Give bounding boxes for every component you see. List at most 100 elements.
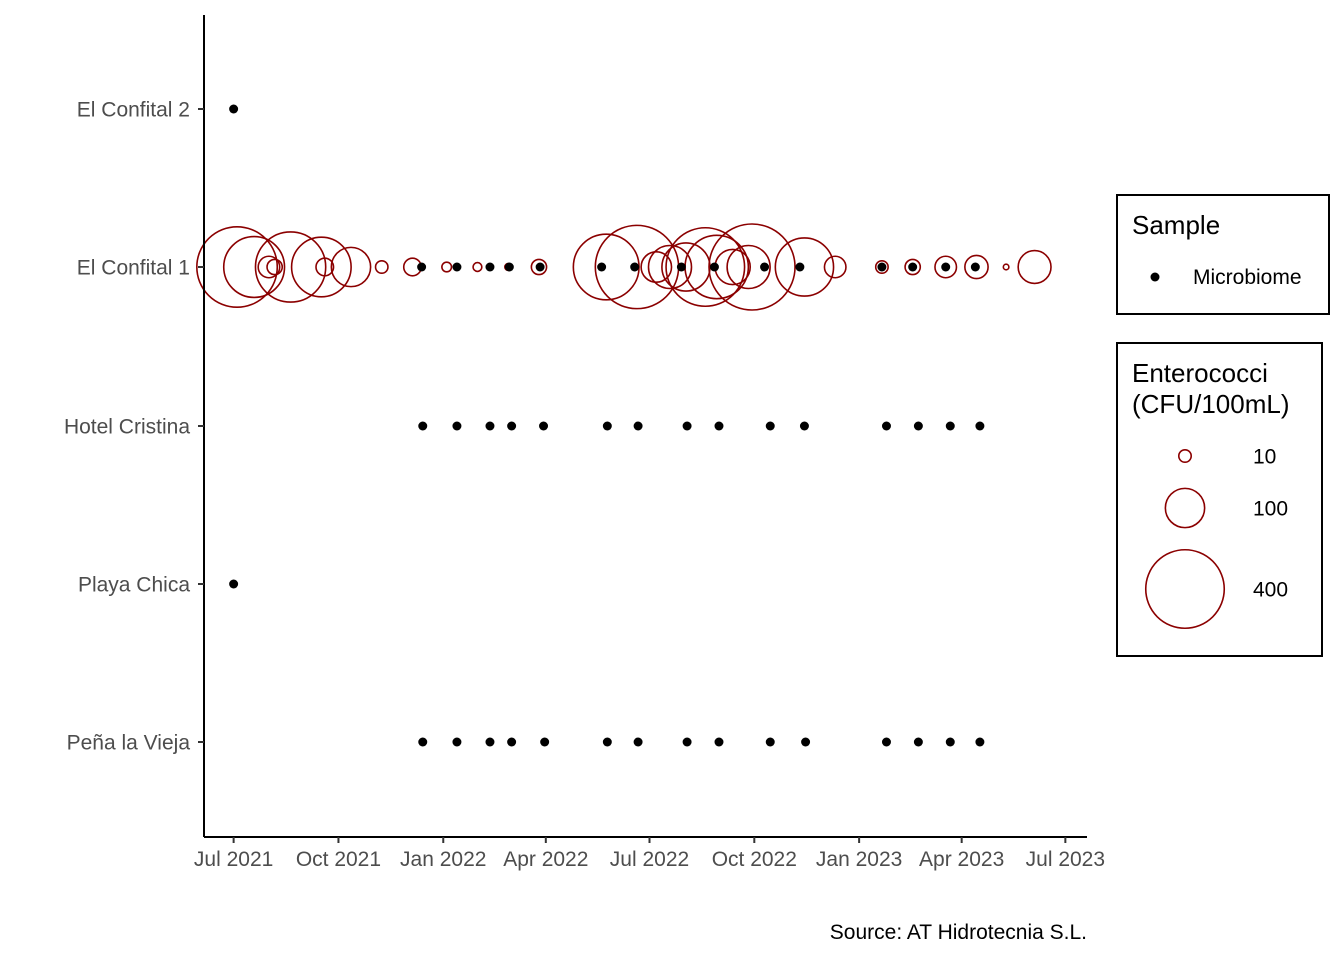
microbiome-point: [633, 737, 643, 747]
microbiome-point: [877, 262, 887, 272]
enterococci-point: [823, 255, 847, 279]
y-ticks: El Confital 2 El Confital 1 Hotel Cristina…: [64, 99, 204, 755]
microbiome-point: [452, 262, 462, 272]
microbiome-point: [485, 421, 495, 431]
enterococci-point: [472, 261, 483, 273]
legend-size-circle: [1164, 487, 1206, 529]
microbiome-point: [975, 421, 985, 431]
enterococci-point: [874, 259, 889, 275]
microbiome-point: [714, 737, 724, 747]
microbiome-point: [908, 262, 918, 272]
microbiome-point: [709, 262, 719, 272]
legend-sample: Sample Microbiome: [1116, 194, 1330, 315]
enterococci-point: [257, 255, 281, 279]
microbiome-point: [539, 421, 549, 431]
legend-sample-box: [1116, 194, 1330, 315]
microbiome-point: [970, 262, 980, 272]
enterococci-point: [726, 244, 771, 290]
microbiome-point: [913, 737, 923, 747]
microbiome-point: [801, 737, 811, 747]
x-tick-label: Apr 2023: [919, 848, 1004, 871]
legend-enterococci-title-line1: Enterococci: [1132, 358, 1268, 388]
enterococci-point: [196, 225, 279, 309]
x-tick-label: Jul 2021: [194, 848, 273, 871]
enterococci-point: [934, 255, 958, 279]
microbiome-point: [535, 262, 545, 272]
microbiome-point: [765, 421, 775, 431]
microbiome-point: [485, 262, 495, 272]
y-tick-label: Hotel Cristina: [64, 416, 190, 439]
microbiome-point: [452, 737, 462, 747]
legend-size-label: 100: [1253, 498, 1288, 521]
legend-sample-title: Sample: [1132, 210, 1220, 240]
enterococci-point: [1017, 249, 1052, 285]
enterococci-point: [290, 236, 352, 298]
legend-size-circle: [1144, 548, 1226, 630]
x-tick-label: Jul 2023: [1026, 848, 1105, 871]
enterococci-point: [530, 258, 548, 276]
legend-size-label: 10: [1253, 446, 1276, 469]
legend-microbiome-marker: [1150, 272, 1160, 282]
enterococci-point: [330, 246, 372, 288]
enterococci-point: [222, 235, 286, 299]
enterococci-point: [774, 237, 835, 297]
microbiome-point: [602, 421, 612, 431]
microbiome-point: [507, 737, 517, 747]
y-tick-label: Peña la Vieja: [67, 732, 191, 755]
enterococci-point: [315, 257, 335, 277]
legend-size-circle: [1177, 448, 1193, 464]
microbiome-point: [633, 421, 643, 431]
enterococci-point: [266, 258, 284, 276]
enterococci-point: [374, 259, 389, 275]
enterococci-point: [1002, 263, 1010, 271]
microbiome-point: [630, 262, 640, 272]
microbiome-point: [913, 421, 923, 431]
microbiome-point: [941, 262, 951, 272]
microbiome-point: [945, 737, 955, 747]
microbiome-point: [676, 262, 686, 272]
microbiome-point: [945, 421, 955, 431]
microbiome-point: [760, 262, 770, 272]
x-tick-label: Jul 2022: [610, 848, 689, 871]
enterococci-point: [708, 223, 796, 311]
microbiome-point: [485, 737, 495, 747]
x-tick-label: Jan 2023: [816, 848, 902, 871]
enterococci-point: [640, 250, 673, 284]
x-tick-label: Oct 2022: [712, 848, 797, 871]
microbiome-point: [795, 262, 805, 272]
microbiome-point: [881, 421, 891, 431]
microbiome-point: [881, 737, 891, 747]
x-tick-label: Oct 2021: [296, 848, 381, 871]
legend-enterococci-title-line2: (CFU/100mL): [1132, 389, 1289, 419]
microbiome-point: [799, 421, 809, 431]
microbiome-point: [418, 737, 428, 747]
plot-marks: [196, 104, 1052, 747]
microbiome-point: [507, 421, 517, 431]
microbiome-point: [765, 737, 775, 747]
legend-size-label: 400: [1253, 579, 1288, 602]
microbiome-point: [975, 737, 985, 747]
legend-enterococci-items: 10 100 400: [1144, 446, 1288, 630]
enterococci-point: [572, 233, 640, 301]
legend-microbiome-label: Microbiome: [1193, 266, 1302, 289]
caption: Source: AT Hidrotecnia S.L.: [830, 921, 1087, 944]
legend-enterococci: Enterococci (CFU/100mL) 10 100 400: [1116, 342, 1323, 657]
enterococci-point: [665, 226, 746, 308]
microbiome-point: [682, 421, 692, 431]
microbiome-point: [229, 104, 239, 114]
enterococci-point: [647, 244, 693, 290]
axes: El Confital 2 El Confital 1 Hotel Cristina…: [64, 15, 1105, 871]
y-tick-label: El Confital 2: [77, 99, 190, 122]
y-tick-label: Playa Chica: [78, 574, 190, 597]
microbiome-point: [540, 737, 550, 747]
legend-enterococci-box: [1116, 342, 1323, 657]
y-tick-label: El Confital 1: [77, 257, 190, 280]
microbiome-point: [417, 262, 427, 272]
microbiome-point: [418, 421, 428, 431]
microbiome-point: [602, 737, 612, 747]
enterococci-point: [441, 261, 453, 273]
x-ticks: Jul 2021 Oct 2021 Jan 2022 Apr 2022 Jul 2022…: [194, 837, 1105, 871]
microbiome-point: [452, 421, 462, 431]
microbiome-point: [504, 262, 514, 272]
